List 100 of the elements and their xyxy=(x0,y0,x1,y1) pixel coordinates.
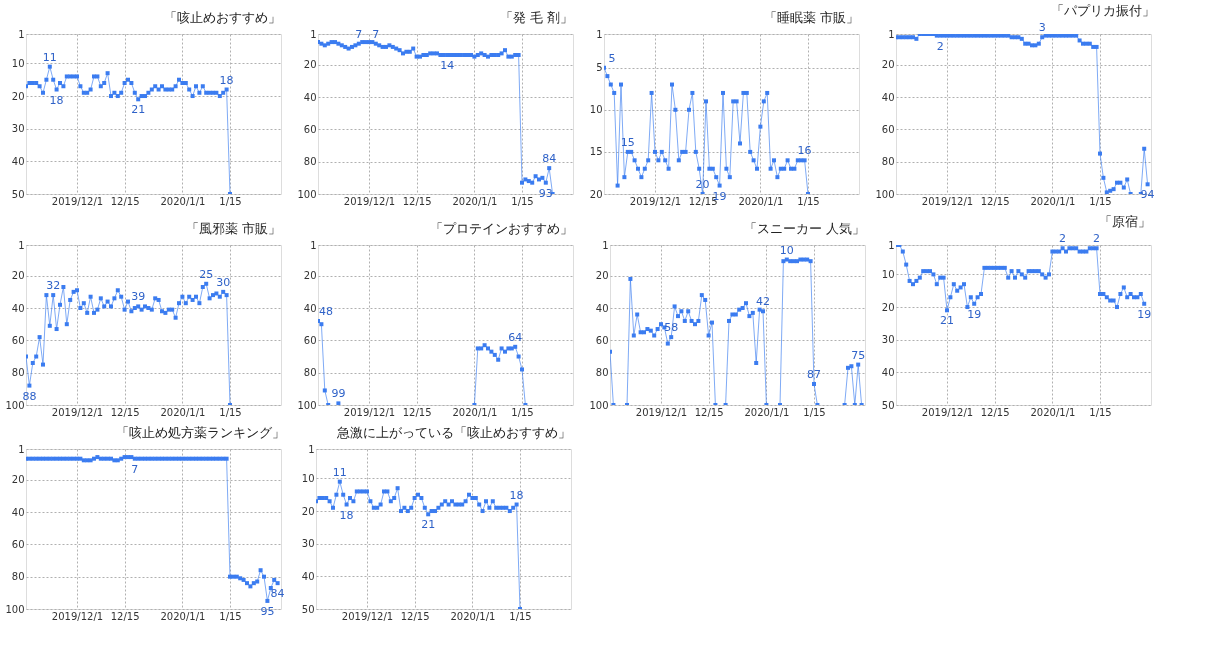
y-tick-label: 30 xyxy=(881,334,895,346)
point xyxy=(516,354,521,359)
y-tick-label: 1 xyxy=(18,443,25,455)
x-tick-label: 2020/1/1 xyxy=(452,406,498,418)
x-tick-label: 2020/1/1 xyxy=(1030,406,1076,418)
x-tick-label: 2020/1/1 xyxy=(738,195,784,207)
y-tick-label: 5 xyxy=(596,62,603,74)
point xyxy=(812,381,816,386)
data-label: 15 xyxy=(620,135,635,149)
y-tick-label: 80 xyxy=(11,571,25,583)
y-tick-label: 1 xyxy=(888,28,895,40)
y-tick-label: 40 xyxy=(11,506,25,518)
x-tick-label: 2020/1/1 xyxy=(452,195,498,207)
data-label: 39 xyxy=(131,290,146,304)
x-tick-label: 2019/12/1 xyxy=(51,195,104,207)
data-label: 11 xyxy=(332,465,347,479)
x-tick-label: 2020/1/1 xyxy=(160,610,206,622)
point xyxy=(631,333,636,338)
x-tick-label: 2019/12/1 xyxy=(343,195,396,207)
chart-title: 「咳止めおすすめ」 xyxy=(164,10,281,25)
y-tick-label: 40 xyxy=(301,570,315,582)
point xyxy=(682,318,687,323)
data-label: 2 xyxy=(1059,232,1067,246)
data-label: 11 xyxy=(42,50,57,64)
y-tick-label: 20 xyxy=(589,188,603,200)
point xyxy=(496,357,501,362)
x-tick-label: 12/15 xyxy=(402,195,432,207)
y-tick-label: 1 xyxy=(308,443,315,455)
x-tick-label: 2019/12/1 xyxy=(341,610,394,622)
point xyxy=(754,360,759,365)
point xyxy=(503,349,507,354)
y-tick-label: 20 xyxy=(11,90,25,102)
y-tick-label: 1 xyxy=(602,239,609,251)
y-tick-label: 20 xyxy=(11,474,25,486)
data-label: 19 xyxy=(967,307,982,321)
data-label: 19 xyxy=(1137,307,1152,321)
point xyxy=(676,314,680,319)
point xyxy=(635,312,640,317)
chart-title: 「スニーカー 人気」 xyxy=(744,221,866,236)
point xyxy=(740,306,745,311)
x-tick-label: 12/15 xyxy=(110,195,140,207)
y-tick-label: 80 xyxy=(881,156,895,168)
x-tick-label: 12/15 xyxy=(980,406,1010,418)
point xyxy=(336,401,341,405)
x-tick-label: 2020/1/1 xyxy=(744,406,790,418)
y-tick-label: 20 xyxy=(11,270,25,282)
data-label: 14 xyxy=(440,59,455,73)
point xyxy=(492,352,497,357)
chart-title: 「発 毛 剤」 xyxy=(499,9,573,25)
y-tick-label: 40 xyxy=(881,366,895,378)
data-label: 64 xyxy=(508,330,523,344)
chart-title: 「パプリカ振付」 xyxy=(1050,3,1155,19)
y-tick-label: 30 xyxy=(301,538,315,550)
y-tick-label: 100 xyxy=(875,188,895,200)
x-tick-label: 2019/12/1 xyxy=(51,406,104,418)
y-tick-label: 40 xyxy=(11,155,25,167)
y-tick-label: 40 xyxy=(881,91,895,103)
y-tick-label: 100 xyxy=(297,188,317,200)
point xyxy=(679,309,684,314)
point xyxy=(513,344,518,349)
y-tick-label: 1 xyxy=(310,28,317,40)
x-tick-label: 2020/1/1 xyxy=(450,610,496,622)
y-tick-label: 40 xyxy=(303,91,317,103)
x-tick-label: 2020/1/1 xyxy=(160,406,206,418)
data-label: 16 xyxy=(797,144,812,158)
data-label: 2 xyxy=(1093,232,1101,246)
point xyxy=(744,301,748,306)
y-tick-label: 60 xyxy=(11,538,25,550)
point xyxy=(652,333,657,338)
data-label: 84 xyxy=(542,152,557,166)
point xyxy=(482,343,487,348)
point xyxy=(520,367,524,372)
y-tick-label: 40 xyxy=(303,302,317,314)
y-tick-label: 60 xyxy=(303,334,317,346)
y-tick-label: 10 xyxy=(11,57,25,69)
data-label: 32 xyxy=(46,279,61,293)
y-tick-label: 100 xyxy=(297,399,317,411)
point xyxy=(672,304,677,309)
point xyxy=(849,364,854,369)
data-label: 21 xyxy=(421,518,436,532)
x-tick-label: 12/15 xyxy=(980,195,1010,207)
point xyxy=(642,330,646,335)
data-label: 58 xyxy=(664,321,679,335)
data-label: 48 xyxy=(319,304,333,318)
data-label: 30 xyxy=(216,275,231,289)
data-label: 87 xyxy=(807,367,821,381)
y-tick-label: 50 xyxy=(881,399,895,411)
data-label: 10 xyxy=(779,243,794,257)
point xyxy=(655,327,660,332)
data-label: 93 xyxy=(538,186,553,200)
point xyxy=(696,318,701,323)
point xyxy=(805,257,810,262)
y-tick-label: 20 xyxy=(303,270,317,282)
point xyxy=(665,341,670,346)
y-tick-label: 60 xyxy=(881,123,895,135)
data-label: 7 xyxy=(372,27,380,41)
y-tick-label: 100 xyxy=(5,603,25,615)
x-tick-label: 2019/12/1 xyxy=(921,406,974,418)
chart-title: 「原宿」 xyxy=(1099,214,1152,230)
x-tick-label: 2019/12/1 xyxy=(629,195,682,207)
